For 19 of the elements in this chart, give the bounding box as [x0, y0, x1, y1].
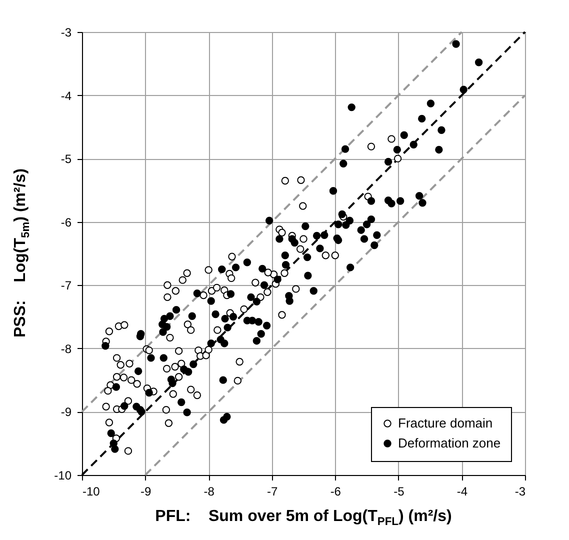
y-tick-label: -10	[54, 468, 72, 482]
x-tick-label: -8	[204, 484, 215, 498]
x-tick-label: -7	[267, 484, 278, 498]
x-tick-label: -10	[82, 484, 100, 498]
y-tick-label: -8	[60, 342, 72, 356]
y-tick-label: -4	[60, 88, 72, 103]
y-tick-label: -6	[60, 215, 72, 230]
legend-label: Fracture domain	[398, 416, 493, 430]
y-tick-label: -9	[60, 405, 72, 420]
x-tick-label: -9	[140, 484, 152, 498]
x-tick-label: -6	[330, 484, 342, 498]
y-tick-label: -7	[60, 278, 72, 293]
x-tick-label: -3	[514, 484, 526, 498]
x-tick-label: -4	[456, 484, 468, 498]
y-tick-label: -3	[60, 26, 72, 40]
x-axis-title: PFL: Sum over 5m of Log(T$_{PFL}$) (m²/s)	[154, 508, 453, 528]
y-tick-label: -5	[60, 152, 72, 166]
x-tick-label: -5	[394, 484, 405, 498]
legend-label: Deformation zone	[398, 436, 501, 450]
